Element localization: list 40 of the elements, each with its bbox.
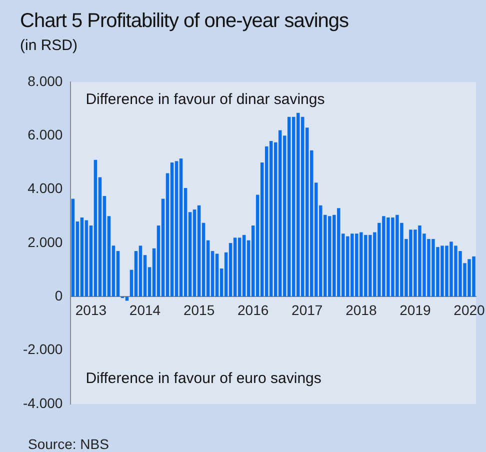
bar <box>215 254 219 297</box>
annotation: Difference in favour of dinar savings <box>86 91 325 108</box>
y-tick-label: -4.000 <box>22 394 63 411</box>
bar <box>138 246 142 297</box>
x-tick-label: 2017 <box>292 302 323 318</box>
bar <box>292 116 296 297</box>
bar <box>287 116 291 297</box>
x-tick-label: 2020 <box>454 302 486 318</box>
bar <box>269 141 273 297</box>
bar <box>192 209 196 297</box>
bar <box>238 238 242 297</box>
y-tick-label: 6.000 <box>28 126 63 143</box>
bar <box>170 162 174 297</box>
chart-title: Chart 5 Profitability of one-year savings <box>20 10 349 33</box>
y-tick-label: 2.000 <box>28 234 63 250</box>
bar <box>71 198 75 297</box>
y-tick-label: -2.000 <box>22 341 63 358</box>
source-note: Source: NBS <box>28 436 109 452</box>
bar <box>80 218 84 297</box>
bar <box>94 160 98 297</box>
bar <box>242 234 246 297</box>
bar <box>179 158 183 297</box>
bar <box>233 238 237 297</box>
bar <box>125 296 129 301</box>
x-tick-label: 2015 <box>183 302 215 318</box>
x-tick-label: 2013 <box>75 302 107 318</box>
bar <box>296 112 300 297</box>
bar <box>174 161 178 297</box>
x-tick-label: 2018 <box>346 302 377 318</box>
bar <box>278 130 282 297</box>
y-tick-label: 4.000 <box>28 180 63 196</box>
bar <box>84 220 88 297</box>
x-tick-label: 2016 <box>238 302 269 318</box>
x-tick-label: 2014 <box>129 302 161 318</box>
chart-subtitle: (in RSD) <box>20 37 78 54</box>
annotation: Difference in favour of euro savings <box>86 370 322 388</box>
y-tick-label: 0 <box>54 288 63 304</box>
x-tick-label: 2019 <box>400 302 431 318</box>
y-tick-label: 8.000 <box>28 72 63 89</box>
bar <box>197 205 201 297</box>
